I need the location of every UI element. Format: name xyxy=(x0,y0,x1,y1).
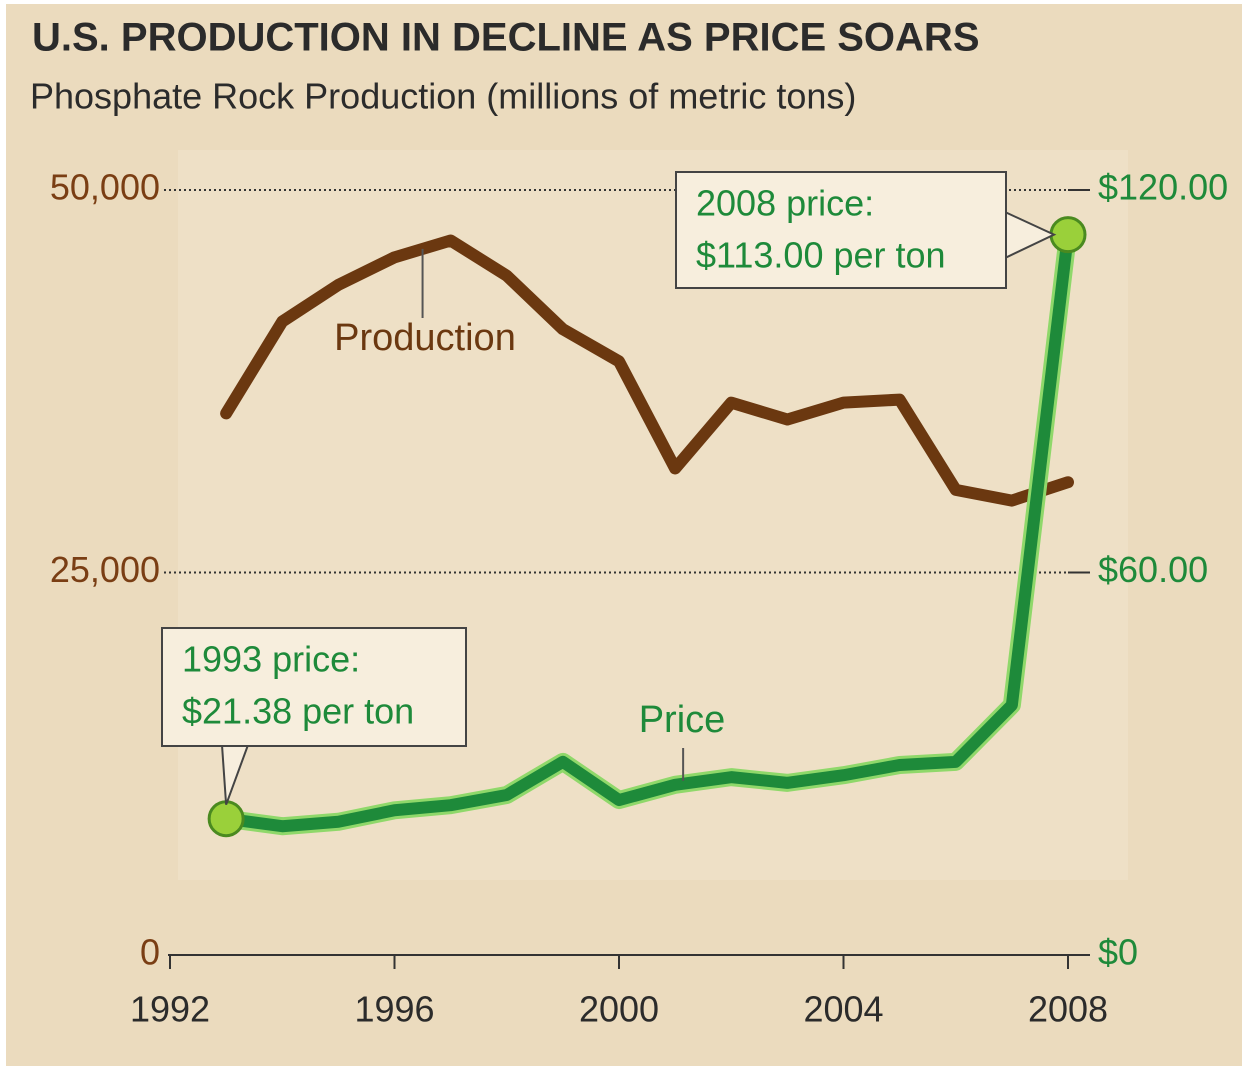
y2-tick-label: $0 xyxy=(1098,932,1138,973)
series-label: Price xyxy=(639,699,726,741)
x-tick-label: 1992 xyxy=(130,989,210,1030)
series-line xyxy=(220,234,1074,507)
y-tick-label: 25,000 xyxy=(50,549,160,590)
series-label: Production xyxy=(334,317,516,359)
annotation: 1993 price: xyxy=(182,639,360,680)
annotation: 2008 price: xyxy=(696,183,874,224)
annotation: $113.00 per ton xyxy=(696,235,946,276)
point-marker xyxy=(207,800,245,838)
y-tick-label: 50,000 xyxy=(50,167,160,208)
y2-tick-label: $60.00 xyxy=(1098,549,1208,590)
annotation: $21.38 per ton xyxy=(182,691,414,732)
chart-subtitle: Phosphate Rock Production (millions of m… xyxy=(30,76,856,117)
x-tick-label: 2004 xyxy=(803,989,883,1030)
series-line xyxy=(220,228,1074,833)
x-tick-label: 1996 xyxy=(354,989,434,1030)
chart-title: U.S. PRODUCTION IN DECLINE AS PRICE SOAR… xyxy=(32,16,980,60)
callout-box xyxy=(675,171,1007,289)
y-tick-label: 0 xyxy=(140,932,160,973)
y2-tick-label: $120.00 xyxy=(1098,167,1228,208)
callout-box xyxy=(161,627,467,747)
x-tick-label: 2000 xyxy=(579,989,659,1030)
x-tick-label: 2008 xyxy=(1028,989,1108,1030)
